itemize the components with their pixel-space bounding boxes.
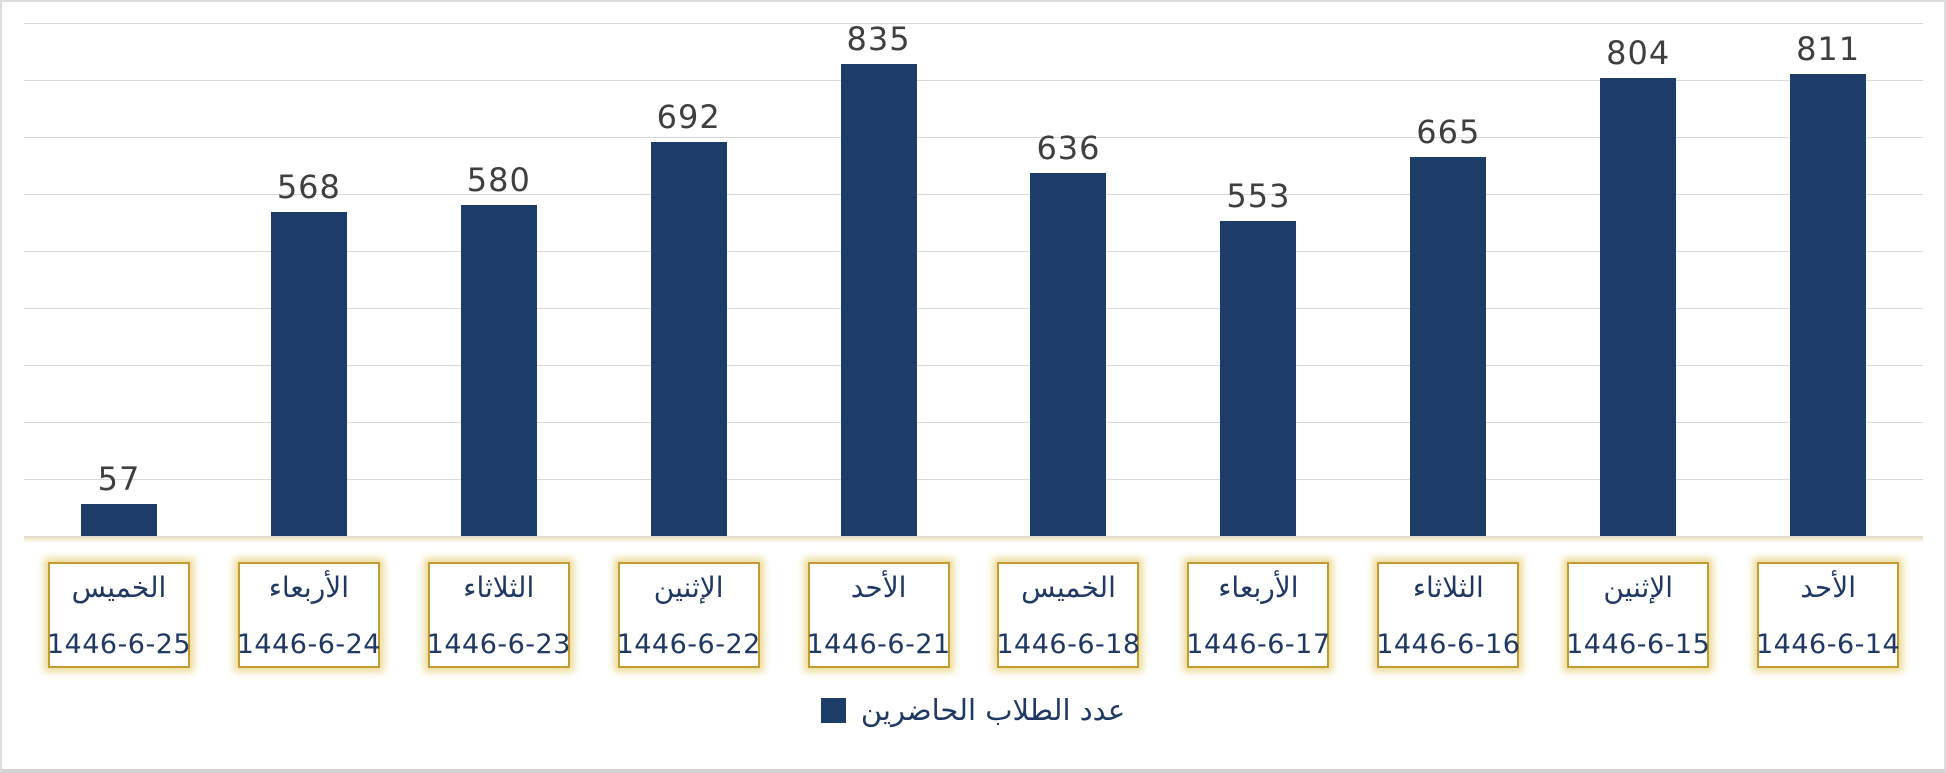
bar[interactable]: [1220, 220, 1297, 536]
bar[interactable]: [460, 205, 537, 536]
x-label-cell: الإثنين 1446-6-15: [1543, 562, 1733, 668]
x-axis-line: [24, 536, 1923, 543]
bar-value-label: 835: [846, 20, 911, 58]
x-label-box: الأحد 1446-6-14: [1756, 562, 1901, 668]
bar-value-label: 665: [1416, 112, 1481, 151]
x-label-date: 1446-6-17: [1186, 629, 1331, 661]
legend-label: عدد الطلاب الحاضرين: [860, 693, 1126, 727]
category-cell: 665: [1353, 23, 1543, 536]
gridline: [24, 194, 1923, 195]
x-label-cell: الأحد 1446-6-21: [784, 562, 974, 668]
bar[interactable]: [1790, 73, 1867, 536]
bar-value-label: 580: [466, 161, 531, 200]
x-label-box: الخميس 1446-6-25: [46, 562, 192, 668]
x-label-date: 1446-6-15: [1566, 629, 1711, 661]
gridline: [24, 422, 1923, 423]
x-label-box: الثلاثاء 1446-6-23: [426, 562, 571, 668]
x-label-day: الأحد: [850, 571, 907, 604]
category-cell: 804: [1543, 23, 1733, 536]
x-label-date: 1446-6-24: [236, 629, 381, 661]
x-label-box: الإثنين 1446-6-15: [1566, 562, 1711, 668]
gridline: [24, 137, 1923, 138]
x-label-box: الأربعاء 1446-6-24: [236, 562, 381, 668]
bar[interactable]: [1030, 173, 1107, 536]
category-cell: 811: [1733, 23, 1923, 536]
x-label-day: الأربعاء: [1218, 571, 1299, 604]
category-cell: 636: [974, 23, 1164, 536]
x-label-day: الثلاثاء: [463, 571, 535, 604]
x-label-day: الخميس: [1021, 571, 1116, 604]
gridline: [24, 536, 1923, 537]
legend[interactable]: عدد الطلاب الحاضرين: [2, 693, 1944, 727]
x-label-date: 1446-6-22: [616, 629, 761, 661]
bar-value-label: 692: [656, 97, 721, 136]
x-label-box: الخميس 1446-6-18: [996, 562, 1141, 668]
bar-value-label: 568: [276, 168, 341, 207]
bar-value-label: 636: [1036, 129, 1101, 168]
x-label-date: 1446-6-21: [806, 629, 951, 661]
x-label-date: 1446-6-18: [996, 629, 1141, 661]
bar-value-label: 811: [1796, 29, 1861, 68]
x-label-cell: الثلاثاء 1446-6-23: [404, 562, 594, 668]
bar[interactable]: [650, 141, 727, 536]
category-cell: 553: [1163, 23, 1353, 536]
category-cell: 835: [784, 23, 974, 536]
gridline: [24, 308, 1923, 309]
x-label-day: الإثنين: [653, 571, 724, 604]
x-label-date: 1446-6-14: [1756, 629, 1901, 661]
plot-area: 57 568 580 692 835 636 553 665 804 811: [24, 23, 1923, 537]
gridline: [24, 80, 1923, 81]
bar[interactable]: [840, 64, 917, 536]
x-label-cell: الثلاثاء 1446-6-16: [1353, 562, 1543, 668]
x-label-cell: الأربعاء 1446-6-17: [1163, 562, 1353, 668]
x-label-date: 1446-6-25: [46, 629, 192, 661]
gridline: [24, 479, 1923, 480]
x-label-date: 1446-6-23: [426, 629, 571, 661]
x-label-day: الثلاثاء: [1412, 571, 1484, 604]
bar[interactable]: [80, 503, 157, 536]
category-cell: 568: [214, 23, 404, 536]
x-label-day: الأحد: [1800, 571, 1856, 604]
bars-layer: 57 568 580 692 835 636 553 665 804 811: [24, 23, 1923, 536]
bar-value-label: 553: [1226, 176, 1291, 215]
x-label-cell: الخميس 1446-6-25: [24, 562, 214, 668]
x-label-day: الإثنين: [1603, 571, 1674, 604]
gridline: [24, 23, 1923, 24]
category-cell: 692: [594, 23, 784, 536]
category-cell: 580: [404, 23, 594, 536]
x-label-day: الخميس: [71, 571, 167, 604]
x-label-box: الأربعاء 1446-6-17: [1186, 562, 1331, 668]
x-axis-labels: الخميس 1446-6-25 الأربعاء 1446-6-24 الثلاثاء…: [24, 562, 1923, 668]
bar-value-label: 804: [1606, 33, 1671, 72]
bar[interactable]: [1410, 156, 1487, 536]
legend-swatch-icon: [820, 697, 846, 723]
category-cell: 57: [24, 23, 214, 536]
x-label-cell: الأحد 1446-6-14: [1733, 562, 1923, 668]
gridline: [24, 251, 1923, 252]
bar[interactable]: [270, 212, 347, 536]
x-label-box: الإثنين 1446-6-22: [616, 562, 761, 668]
x-label-cell: الخميس 1446-6-18: [974, 562, 1164, 668]
bar[interactable]: [1600, 77, 1677, 536]
x-label-day: الأربعاء: [268, 571, 349, 604]
x-label-cell: الأربعاء 1446-6-24: [214, 562, 404, 668]
x-label-box: الأحد 1446-6-21: [806, 562, 951, 668]
gridline: [24, 365, 1923, 366]
x-label-cell: الإثنين 1446-6-22: [594, 562, 784, 668]
x-label-date: 1446-6-16: [1376, 629, 1521, 661]
x-label-box: الثلاثاء 1446-6-16: [1376, 562, 1521, 668]
bar-value-label: 57: [97, 459, 141, 498]
